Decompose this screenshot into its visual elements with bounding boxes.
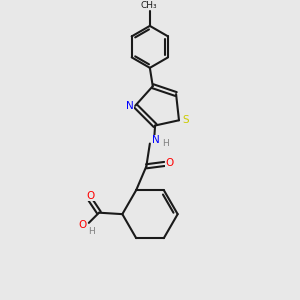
Text: CH₃: CH₃	[141, 1, 158, 10]
Text: O: O	[165, 158, 173, 167]
Text: O: O	[86, 191, 94, 201]
Text: S: S	[182, 115, 189, 125]
Text: H: H	[88, 227, 95, 236]
Text: O: O	[78, 220, 86, 230]
Text: H: H	[162, 139, 168, 148]
Text: N: N	[152, 135, 160, 145]
Text: N: N	[126, 101, 133, 111]
